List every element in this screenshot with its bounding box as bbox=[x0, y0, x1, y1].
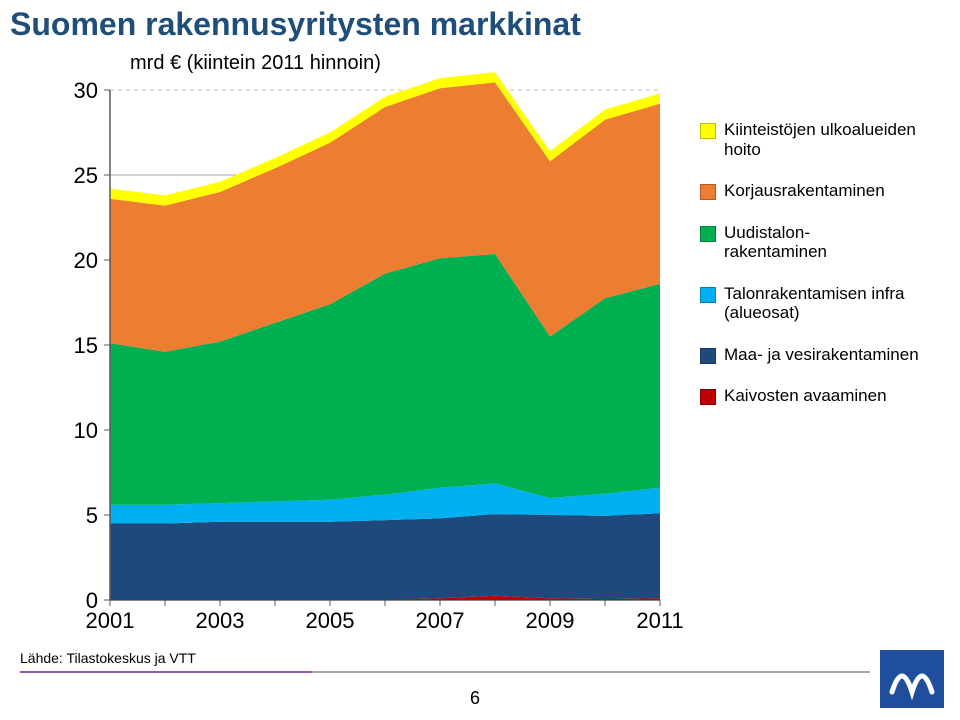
footer-divider bbox=[0, 0, 960, 720]
brand-logo bbox=[880, 650, 944, 708]
